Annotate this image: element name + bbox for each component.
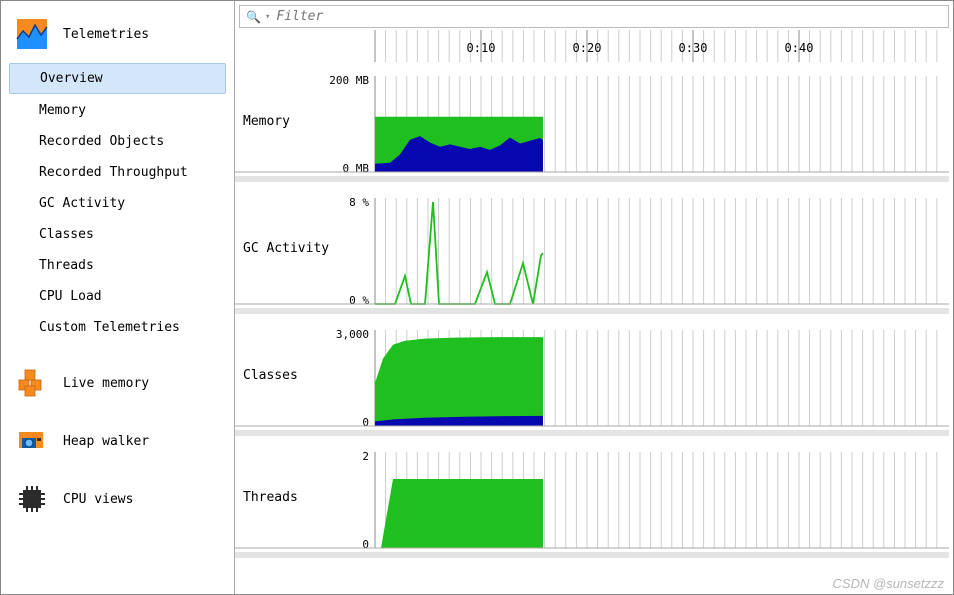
sidebar-item-memory[interactable]: Memory [9, 96, 226, 125]
dropdown-icon[interactable]: ▾ [265, 12, 270, 22]
svg-text:0:20: 0:20 [573, 41, 602, 55]
cpu-views-icon [15, 482, 49, 516]
nav-section-label: Heap walker [63, 434, 149, 449]
nav-section-cpu-views[interactable]: CPU views [1, 476, 234, 522]
svg-text:200 MB: 200 MB [329, 74, 369, 87]
chart-memory: 200 MB 0 MB Memory [235, 74, 949, 182]
nav-section-live-memory[interactable]: Live memory [1, 360, 234, 406]
time-axis: 0:10 0:20 0:30 0:40 [375, 30, 937, 62]
svg-text:Threads: Threads [243, 490, 298, 505]
chart-classes: 3,000 0 Classes [235, 328, 949, 436]
telemetries-icon [15, 17, 49, 51]
filter-bar: 🔍 ▾ [239, 5, 949, 28]
nav-section-label: Live memory [63, 376, 149, 391]
sidebar-item-classes[interactable]: Classes [9, 220, 226, 249]
live-memory-icon [15, 366, 49, 400]
svg-text:Classes: Classes [243, 368, 298, 383]
nav-section-heap-walker[interactable]: Heap walker [1, 418, 234, 464]
chart-threads: 2 0 Threads [235, 450, 949, 558]
sidebar-item-overview[interactable]: Overview [9, 63, 226, 94]
charts-svg: 0:10 0:20 0:30 0:40 200 MB 0 MB Memory 8 % 0 % GC… [235, 30, 949, 560]
svg-text:0:30: 0:30 [679, 41, 708, 55]
svg-text:8 %: 8 % [349, 196, 369, 209]
svg-text:Memory: Memory [243, 114, 290, 129]
sidebar: Telemetries OverviewMemoryRecorded Object… [1, 1, 235, 594]
nav-section-label: Telemetries [63, 27, 149, 42]
main-panel: 🔍 ▾ 0:100:200:300:40200 MB0 MBMemory8 %0… [235, 1, 953, 594]
sidebar-item-gc-activity[interactable]: GC Activity [9, 189, 226, 218]
charts-area: 0:10 0:20 0:30 0:40 200 MB 0 MB Memory 8 % 0 % GC… [235, 30, 953, 594]
sidebar-item-custom-telemetries[interactable]: Custom Telemetries [9, 313, 226, 342]
sidebar-item-cpu-load[interactable]: CPU Load [9, 282, 226, 311]
svg-text:0 MB: 0 MB [343, 162, 370, 175]
svg-text:GC Activity: GC Activity [243, 241, 329, 256]
svg-text:0:40: 0:40 [785, 41, 814, 55]
sidebar-item-recorded-objects[interactable]: Recorded Objects [9, 127, 226, 156]
svg-text:3,000: 3,000 [336, 328, 369, 341]
filter-input[interactable] [276, 9, 942, 24]
svg-text:0: 0 [362, 538, 369, 551]
heap-walker-icon [15, 424, 49, 458]
svg-text:0: 0 [362, 416, 369, 429]
svg-text:0 %: 0 % [349, 294, 369, 307]
nav-section-telemetries[interactable]: Telemetries [1, 11, 234, 57]
search-icon: 🔍 [246, 10, 261, 24]
sidebar-item-recorded-throughput[interactable]: Recorded Throughput [9, 158, 226, 187]
svg-text:2: 2 [362, 450, 369, 463]
svg-text:0:10: 0:10 [467, 41, 496, 55]
chart-gc: 8 % 0 % GC Activity [235, 196, 949, 314]
sidebar-item-threads[interactable]: Threads [9, 251, 226, 280]
nav-section-label: CPU views [63, 492, 133, 507]
